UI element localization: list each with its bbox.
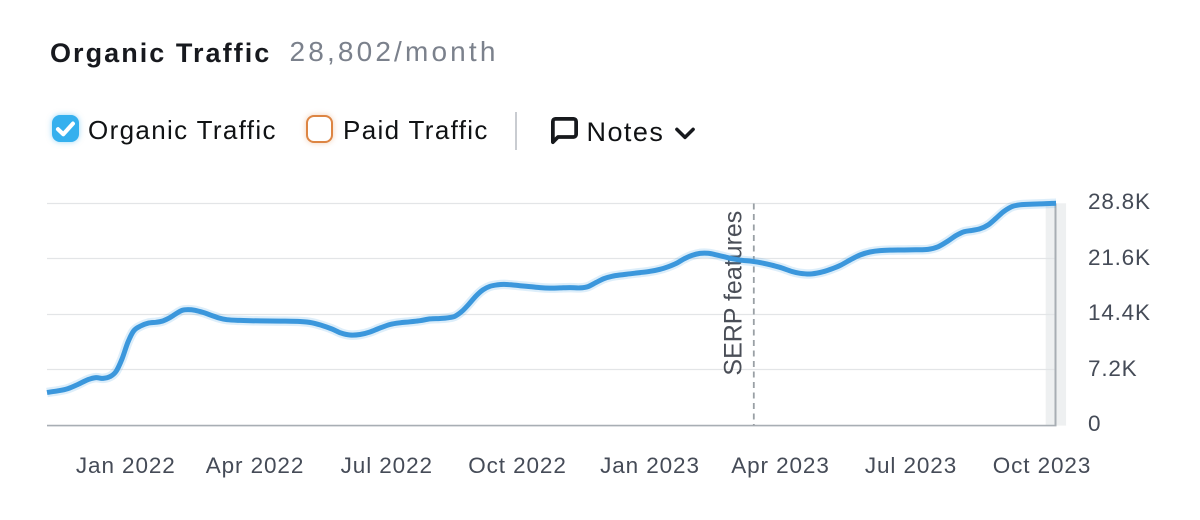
svg-text:SERP features: SERP features	[720, 211, 748, 376]
